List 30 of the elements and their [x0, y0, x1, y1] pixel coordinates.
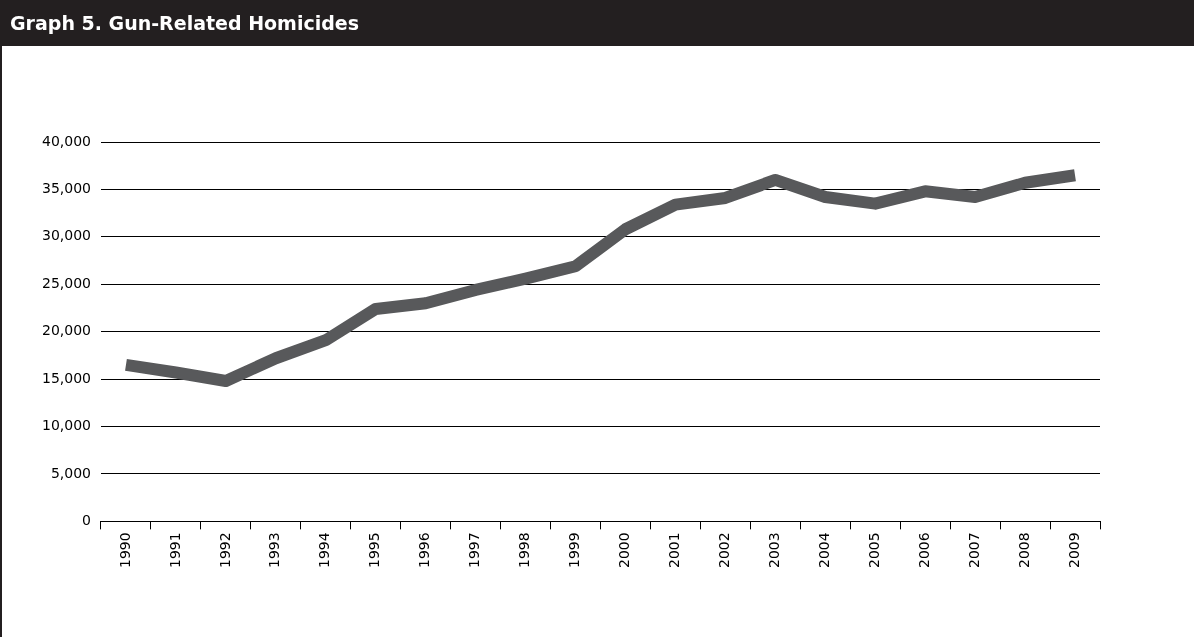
x-tick-label: 1996: [416, 532, 433, 569]
x-tick-label: 1990: [116, 532, 133, 569]
y-tick-label: 30,000: [41, 227, 91, 244]
x-tick-label: 2004: [815, 532, 832, 569]
x-tick-label: 1992: [216, 532, 233, 569]
x-tick-label: 2007: [965, 532, 982, 569]
x-tick-label: 2005: [865, 532, 882, 569]
x-tick-label: 2009: [1065, 532, 1082, 569]
x-tick-label: 1997: [466, 532, 483, 569]
y-tick-label: 0: [82, 512, 91, 529]
chart-title: Graph 5. Gun-Related Homicides: [0, 0, 1194, 46]
y-tick-label: 25,000: [41, 274, 91, 291]
y-tick-label: 5,000: [50, 464, 91, 481]
x-tick-label: 1994: [316, 532, 333, 569]
y-tick-label: 20,000: [41, 322, 91, 339]
y-tick-label: 35,000: [41, 180, 91, 197]
x-tick-label: 2008: [1015, 532, 1032, 569]
y-tick-label: 10,000: [41, 417, 91, 434]
x-tick-label: 1999: [566, 532, 583, 569]
x-tick-label: 2003: [765, 532, 782, 569]
x-tick-label: 2002: [716, 532, 733, 569]
x-tick-label: 1991: [166, 532, 183, 569]
y-tick-label: 40,000: [41, 132, 91, 149]
x-tick-label: 2006: [915, 532, 932, 569]
y-tick-label: 15,000: [41, 369, 91, 386]
x-tick-label: 1995: [366, 532, 383, 569]
x-tick-label: 2000: [616, 532, 633, 569]
x-tick-label: 1993: [266, 532, 283, 569]
x-tick-label: 2001: [666, 532, 683, 569]
x-tick-label: 1998: [516, 532, 533, 569]
